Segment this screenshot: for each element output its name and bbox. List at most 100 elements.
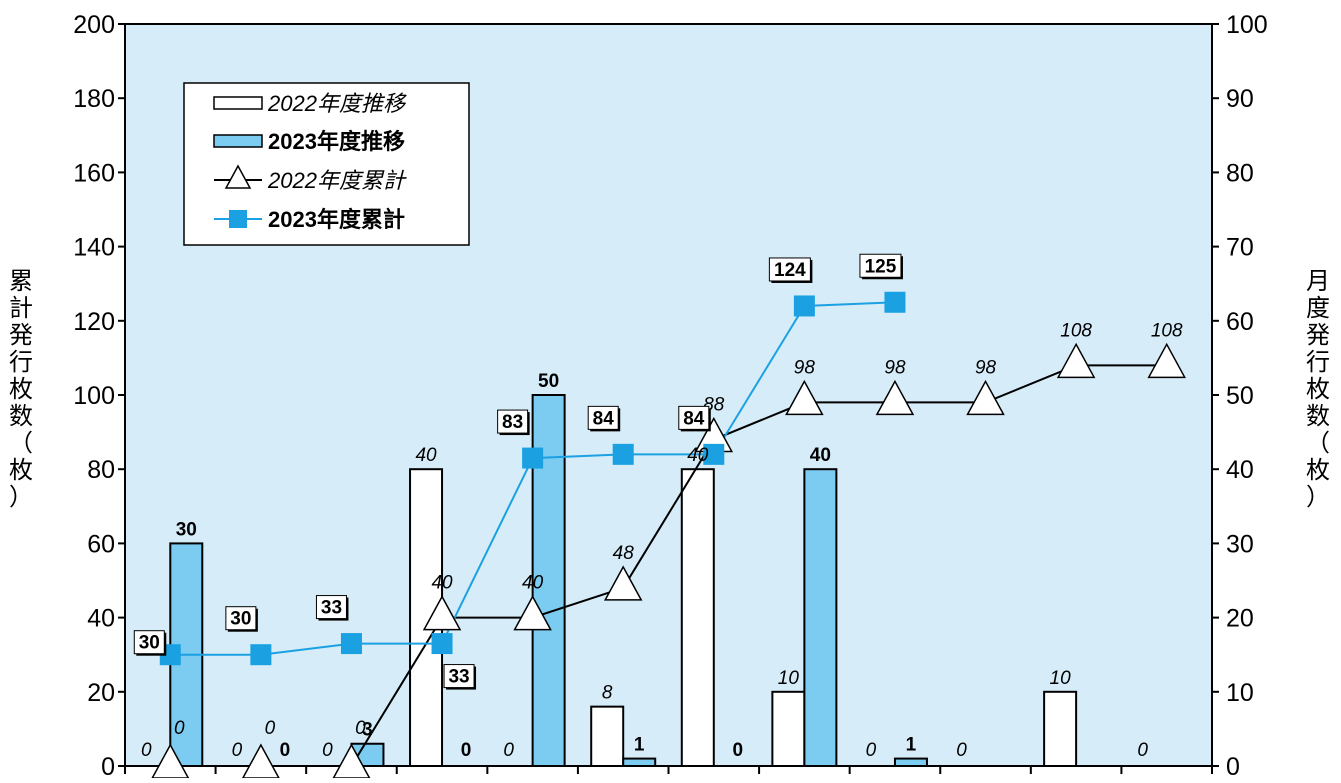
cumulative-2022-label: 40: [431, 573, 453, 594]
bar-data-label: 10: [1050, 668, 1072, 689]
axis-title-char: （: [1303, 430, 1333, 457]
bar-data-label: 0: [503, 740, 514, 761]
cumulative-2022-label: 40: [522, 573, 544, 594]
square-marker: [523, 448, 543, 468]
left-tick-label: 180: [73, 85, 115, 113]
bar-data-label: 0: [956, 740, 967, 761]
label-box-text: 84: [683, 408, 705, 429]
bar-data-label: 10: [778, 668, 800, 689]
bar-data-label: 0: [280, 740, 291, 761]
right-tick-label: 10: [1226, 679, 1254, 707]
bar-data-label: 1: [906, 735, 917, 756]
axis-title-char: 月: [1303, 268, 1333, 295]
square-marker: [613, 444, 633, 464]
left-tick-label: 20: [87, 679, 115, 707]
right-tick-label: 60: [1226, 308, 1254, 336]
right-tick-label: 50: [1226, 382, 1254, 410]
cumulative-2022-label: 108: [1151, 320, 1183, 341]
cumulative-2023-label: 30: [134, 631, 166, 656]
cumulative-2023-label: 84: [679, 406, 711, 431]
cumulative-2022-label: 98: [975, 357, 997, 378]
cumulative-2023-label: 84: [588, 406, 620, 431]
right-tick-label: 0: [1226, 753, 1240, 778]
square-marker: [251, 645, 271, 665]
right-tick-label: 100: [1226, 11, 1268, 39]
cumulative-2023-label: 124: [769, 258, 812, 283]
left-tick-label: 0: [101, 753, 115, 778]
bar-data-label: 40: [415, 445, 437, 466]
axis-title-char: 数: [6, 403, 36, 430]
bar-data-label: 0: [1137, 740, 1148, 761]
label-box-text: 33: [321, 598, 342, 619]
square-marker: [794, 296, 814, 316]
label-box-text: 30: [139, 633, 160, 654]
bar-data-label: 50: [538, 371, 559, 392]
bar-data-label: 40: [810, 445, 831, 466]
bar-data-label: 0: [461, 740, 472, 761]
cumulative-2022-label: 98: [794, 357, 816, 378]
square-marker: [432, 634, 452, 654]
label-box-text: 125: [865, 256, 897, 277]
right-tick-label: 40: [1226, 456, 1254, 484]
bar-2022: [682, 469, 714, 766]
legend-entry-label: 2022年度累計: [267, 168, 407, 193]
bar-data-label: 0: [733, 740, 744, 761]
axis-title-char: 計: [6, 295, 36, 322]
left-axis-title: 累計発行枚数（枚）: [6, 268, 36, 511]
axis-title-char: 枚: [1303, 457, 1333, 484]
bar-data-label: 8: [602, 683, 613, 704]
right-tick-label: 80: [1226, 159, 1254, 187]
left-tick-label: 80: [87, 456, 115, 484]
cumulative-2022-label: 0: [174, 718, 185, 739]
bar-2022: [591, 707, 623, 766]
axis-title-char: 枚: [6, 376, 36, 403]
axis-title-char: 行: [6, 349, 36, 376]
axis-title-char: ）: [1303, 484, 1333, 511]
axis-title-char: 枚: [6, 457, 36, 484]
left-tick-label: 60: [87, 530, 115, 558]
right-tick-label: 70: [1226, 234, 1254, 262]
bar-data-label: 0: [232, 740, 243, 761]
left-tick-label: 160: [73, 159, 115, 187]
right-tick-label: 90: [1226, 85, 1254, 113]
axis-title-char: 行: [1303, 349, 1333, 376]
right-tick-label: 30: [1226, 530, 1254, 558]
right-axis-title: 月度発行枚数（枚）: [1303, 268, 1333, 511]
cumulative-2022-label: 108: [1060, 320, 1092, 341]
legend-square-marker: [229, 210, 247, 228]
bar-2023: [804, 469, 836, 766]
label-box-text: 83: [502, 412, 523, 433]
axis-title-char: 累: [6, 268, 36, 295]
legend-entry-label: 2023年度累計: [268, 207, 405, 232]
bar-2023: [623, 759, 655, 766]
left-tick-label: 140: [73, 234, 115, 262]
cumulative-2023-label: 33: [444, 665, 476, 690]
legend-swatch-bar: [214, 135, 262, 147]
cumulative-2022-label: 0: [265, 718, 276, 739]
legend-swatch-bar: [214, 97, 262, 109]
left-tick-label: 40: [87, 605, 115, 633]
label-box-text: 30: [230, 609, 251, 630]
axis-title-char: ）: [6, 484, 36, 511]
legend-entry-label: 2023年度推移: [268, 129, 405, 154]
cumulative-2023-label: 33: [316, 596, 348, 621]
cumulative-2022-label: 48: [613, 543, 635, 564]
bar-2023: [895, 759, 927, 766]
bar-data-label: 40: [687, 445, 709, 466]
label-box-text: 33: [448, 667, 469, 688]
axis-title-char: 発: [1303, 322, 1333, 349]
axis-title-char: （: [6, 430, 36, 457]
bar-data-label: 0: [866, 740, 877, 761]
cumulative-2023-label: 125: [860, 254, 903, 279]
left-tick-label: 200: [73, 11, 115, 39]
left-tick-label: 100: [73, 382, 115, 410]
square-marker: [885, 292, 905, 312]
axis-title-char: 数: [1303, 403, 1333, 430]
bar-2022: [1044, 692, 1076, 766]
cumulative-2022-label: 0: [355, 718, 366, 739]
right-tick-label: 20: [1226, 605, 1254, 633]
bar-data-label: 1: [634, 735, 645, 756]
bar-data-label: 30: [176, 519, 197, 540]
bar-2022: [772, 692, 804, 766]
